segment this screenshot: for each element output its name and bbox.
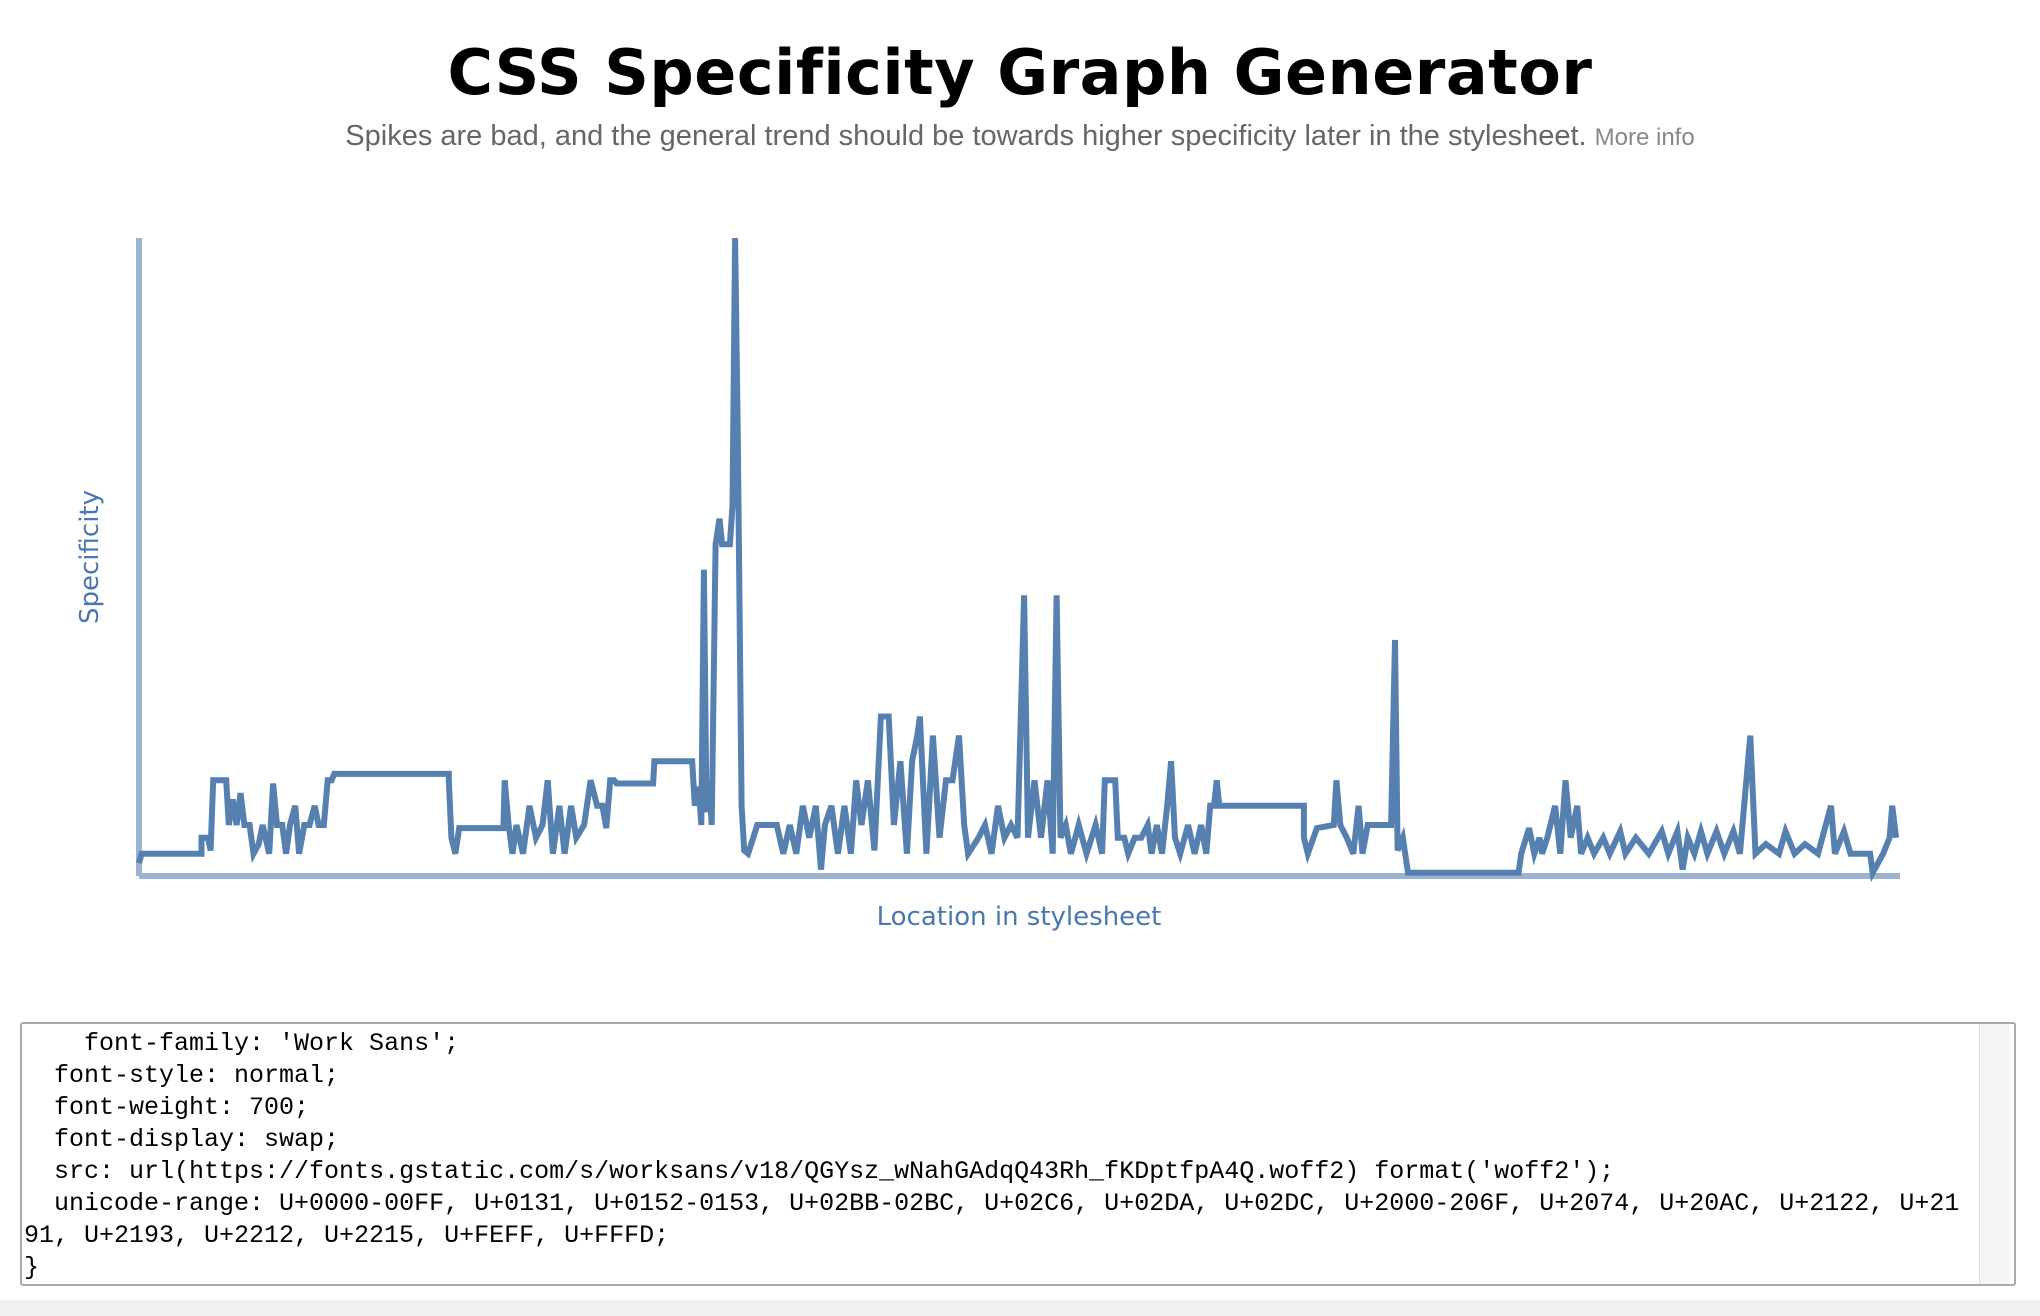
more-info-link[interactable]: More info xyxy=(1594,124,1695,151)
y-axis-label: Specificity xyxy=(75,490,105,624)
code-line: unicode-range: U+0000-00FF, U+0131, U+01… xyxy=(24,1189,1960,1250)
code-line: } xyxy=(24,1253,40,1282)
css-input[interactable]: font-family: 'Work Sans'; font-style: no… xyxy=(20,1022,2016,1286)
subtitle-row: Spikes are bad, and the general trend sh… xyxy=(0,120,2040,153)
subtitle: Spikes are bad, and the general trend sh… xyxy=(345,120,1587,152)
code-line: font-style: normal; xyxy=(24,1061,340,1090)
specificity-line xyxy=(136,237,1900,883)
code-line: font-family: 'Work Sans'; xyxy=(24,1029,460,1058)
code-line: font-display: swap; xyxy=(24,1125,340,1154)
code-line: font-weight: 700; xyxy=(24,1093,310,1122)
chart: Specificity Location in stylesheet xyxy=(75,237,1900,932)
x-axis-label: Location in stylesheet xyxy=(877,902,1162,932)
bottom-bar xyxy=(0,1300,2040,1316)
code-line: src: url(https://fonts.gstatic.com/s/wor… xyxy=(24,1157,1615,1186)
page-title: CSS Specificity Graph Generator xyxy=(447,36,1593,109)
scrollbar xyxy=(1979,1024,2010,1284)
